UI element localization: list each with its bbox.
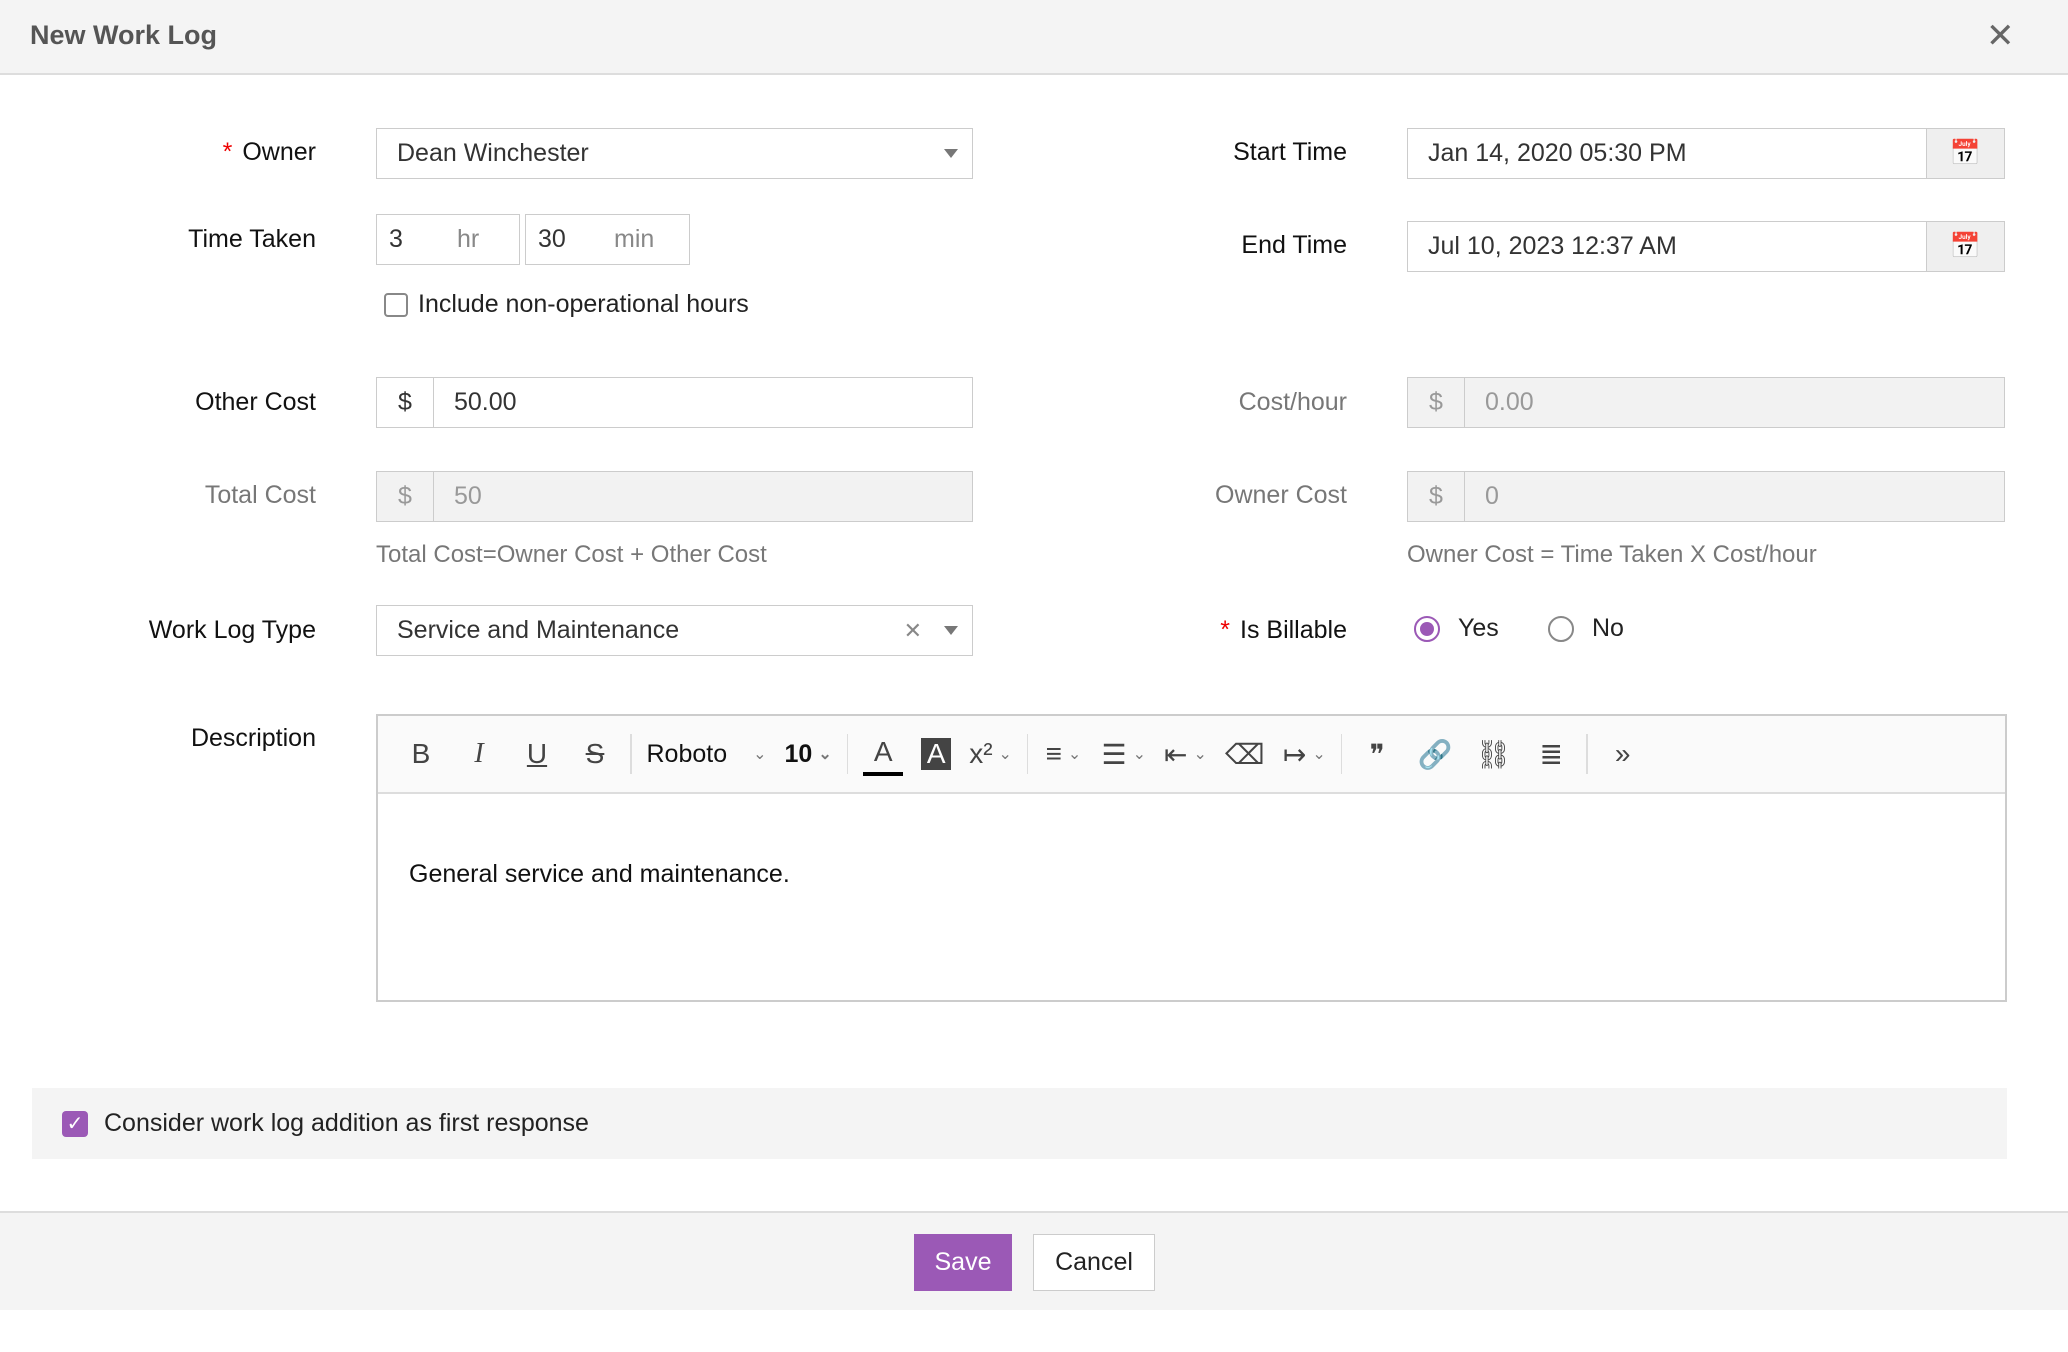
divider <box>1586 734 1588 774</box>
min-unit: min <box>614 225 655 253</box>
no-label: No <box>1592 614 1624 642</box>
editor-toolbar: B I U S Roboto ⌄ 10 ⌄ A A x² ⌄ ≡ ⌄ ☰ ⌄ ⇤ ⌄ ⌫ ↦… <box>378 716 2005 794</box>
link-icon[interactable]: 🔗 <box>1417 738 1453 770</box>
dropdown-arrow-icon <box>944 626 958 635</box>
description-text[interactable]: General service and maintenance. <box>409 860 790 888</box>
total-cost-input: $50 <box>376 471 973 522</box>
chevron-down-icon: ⌄ <box>818 746 832 763</box>
divider <box>630 734 632 774</box>
divider <box>1026 734 1029 774</box>
chevron-down-icon: ⌄ <box>753 746 767 763</box>
list-icon[interactable]: ☰ ⌄ <box>1101 738 1146 770</box>
non-operational-label: Include non-operational hours <box>418 290 749 318</box>
description-label: Description <box>190 724 316 752</box>
cost-hour-label: Cost/hour <box>1238 388 1347 416</box>
description-editor[interactable]: B I U S Roboto ⌄ 10 ⌄ A A x² ⌄ ≡ ⌄ ☰ ⌄ ⇤ ⌄ ⌫ ↦… <box>376 714 2007 1002</box>
yes-label: Yes <box>1458 614 1499 642</box>
billable-no-radio[interactable]: No <box>1548 614 1624 643</box>
first-response-label: Consider work log addition as first resp… <box>104 1109 589 1137</box>
cost-hour-value: 0.00 <box>1485 388 1534 416</box>
strikethrough-icon[interactable]: S <box>585 738 605 769</box>
dialog-header <box>0 0 2068 75</box>
owner-cost-label: Owner Cost <box>1215 481 1347 509</box>
checkbox-icon[interactable] <box>384 292 408 317</box>
text-color-icon[interactable]: A <box>863 732 904 776</box>
indent-icon[interactable]: ⇤ ⌄ <box>1163 738 1207 770</box>
end-time-input[interactable]: Jul 10, 2023 12:37 AM 📅 <box>1407 221 2005 272</box>
is-billable-label: * Is Billable <box>1220 616 1347 644</box>
cost-hour-input: $0.00 <box>1407 377 2005 428</box>
non-operational-checkbox[interactable]: Include non-operational hours <box>384 290 749 319</box>
currency-symbol: $ <box>377 378 434 427</box>
text-direction-icon[interactable]: ↦ ⌄ <box>1282 738 1326 770</box>
underline-icon[interactable]: U <box>526 738 548 769</box>
currency-symbol: $ <box>1408 472 1465 521</box>
more-icon[interactable]: » <box>1614 738 1631 769</box>
minutes-value: 30 <box>538 225 566 253</box>
end-time-label: End Time <box>1241 231 1347 259</box>
dropdown-arrow-icon <box>944 149 958 158</box>
other-cost-label: Other Cost <box>195 388 316 416</box>
radio-selected-icon[interactable] <box>1414 615 1440 642</box>
font-family-select[interactable]: Roboto ⌄ <box>647 732 767 776</box>
currency-symbol: $ <box>1408 378 1465 427</box>
italic-icon[interactable]: I <box>474 738 484 769</box>
font-name: Roboto <box>646 739 728 768</box>
unlink-icon[interactable]: ⛓ <box>1475 738 1511 770</box>
cancel-button[interactable]: Cancel <box>1033 1234 1155 1291</box>
total-cost-value: 50 <box>454 482 482 510</box>
quote-icon[interactable]: ❞ <box>1369 738 1385 770</box>
radio-icon[interactable] <box>1548 615 1574 642</box>
superscript-icon[interactable]: x² ⌄ <box>969 738 1012 769</box>
align-icon[interactable]: ≡ ⌄ <box>1045 738 1082 769</box>
owner-select[interactable]: Dean Winchester <box>376 128 973 179</box>
calendar-icon[interactable]: 📅 <box>1926 129 2004 178</box>
work-log-type-select[interactable]: Service and Maintenance ✕ <box>376 605 973 656</box>
start-time-label: Start Time <box>1233 138 1347 166</box>
dialog-title: New Work Log <box>30 20 218 50</box>
owner-cost-input: $0 <box>1407 471 2005 522</box>
hr-unit: hr <box>457 225 480 253</box>
minutes-input[interactable]: 30 min <box>525 214 690 265</box>
line-height-icon[interactable]: ≣ <box>1539 738 1563 770</box>
start-time-input[interactable]: Jan 14, 2020 05:30 PM 📅 <box>1407 128 2005 179</box>
work-log-type-label: Work Log Type <box>148 616 316 644</box>
owner-cost-help: Owner Cost = Time Taken X Cost/hour <box>1407 541 1817 568</box>
time-taken-label: Time Taken <box>188 225 316 253</box>
billable-yes-radio[interactable]: Yes <box>1414 614 1499 643</box>
checkbox-checked-icon[interactable]: ✓ <box>62 1110 88 1137</box>
eraser-icon[interactable]: ⌫ <box>1225 738 1265 770</box>
first-response-checkbox[interactable]: ✓ Consider work log addition as first re… <box>32 1088 2007 1159</box>
end-time-value: Jul 10, 2023 12:37 AM <box>1428 232 1677 260</box>
font-size: 10 <box>784 739 813 768</box>
total-cost-label: Total Cost <box>204 481 316 509</box>
currency-symbol: $ <box>377 472 434 521</box>
owner-label: * Owner <box>222 138 316 166</box>
font-size-select[interactable]: 10 ⌄ <box>785 732 832 776</box>
divider <box>846 734 849 774</box>
total-cost-help: Total Cost=Owner Cost + Other Cost <box>376 541 767 568</box>
close-icon[interactable]: ✕ <box>1986 17 2015 55</box>
other-cost-value: 50.00 <box>454 388 517 416</box>
calendar-icon[interactable]: 📅 <box>1926 222 2004 271</box>
owner-cost-value: 0 <box>1485 482 1499 510</box>
work-log-type-value: Service and Maintenance <box>397 616 680 644</box>
background-color-icon[interactable]: A <box>921 738 952 770</box>
hours-value: 3 <box>389 225 403 253</box>
owner-value: Dean Winchester <box>397 139 589 167</box>
bold-icon[interactable]: B <box>411 738 431 769</box>
hours-input[interactable]: 3 hr <box>376 214 520 265</box>
clear-icon[interactable]: ✕ <box>903 617 922 643</box>
other-cost-input[interactable]: $50.00 <box>376 377 973 428</box>
divider <box>1340 734 1343 774</box>
start-time-value: Jan 14, 2020 05:30 PM <box>1428 139 1687 167</box>
save-button[interactable]: Save <box>914 1234 1012 1291</box>
